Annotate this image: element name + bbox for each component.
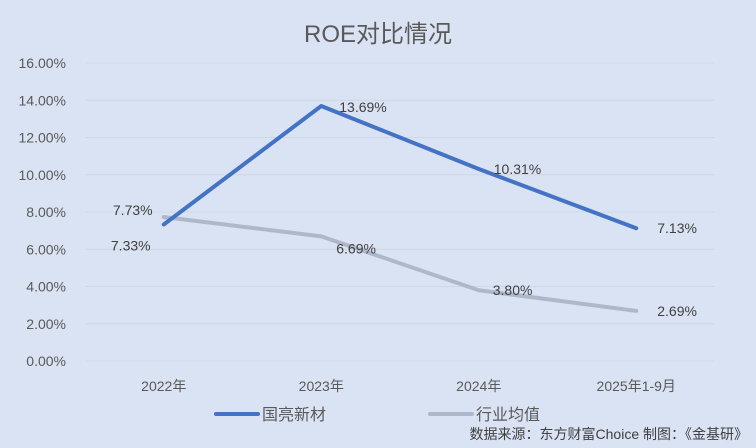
data-label: 7.73% (113, 202, 153, 218)
x-tick-label: 2023年 (299, 378, 344, 394)
data-label: 10.31% (494, 161, 541, 177)
data-label: 13.69% (339, 99, 386, 115)
legend: 国亮新材 行业均值 (214, 406, 540, 424)
y-tick-label: 14.00% (19, 92, 66, 108)
data-label: 7.13% (657, 220, 697, 236)
y-tick-label: 4.00% (26, 279, 66, 295)
data-label: 3.80% (493, 282, 533, 298)
y-axis: 0.00% 2.00% 4.00% 6.00% 8.00% 10.00% 12.00% 14.… (19, 55, 66, 369)
data-label: 7.33% (111, 237, 151, 253)
y-tick-label: 16.00% (19, 55, 66, 71)
series-line (161, 104, 639, 231)
x-axis: 2022年 2023年 2024年 2025年1-9月 (141, 378, 676, 394)
source-note: 数据来源：东方财富Choice 制图：《金基研》 (469, 426, 748, 442)
y-tick-label: 6.00% (26, 241, 66, 257)
y-tick-label: 0.00% (26, 353, 66, 369)
x-tick-label: 2025年1-9月 (597, 378, 676, 394)
y-tick-label: 10.00% (19, 167, 66, 183)
y-tick-label: 12.00% (19, 130, 66, 146)
series-line (161, 215, 639, 313)
x-tick-label: 2024年 (456, 378, 501, 394)
data-label: 6.69% (336, 240, 376, 256)
chart-title: ROE对比情况 (303, 21, 452, 48)
y-tick-label: 8.00% (26, 204, 66, 220)
x-tick-label: 2022年 (141, 378, 186, 394)
y-tick-label: 2.00% (26, 316, 66, 332)
series-lines (161, 104, 639, 313)
legend-label: 行业均值 (476, 406, 540, 424)
data-label: 2.69% (657, 303, 697, 319)
data-labels: 7.33% 13.69% 10.31% 7.13% 7.73% 6.69% 3.80% 2.6… (111, 99, 697, 319)
gridlines (85, 62, 715, 362)
legend-label: 国亮新材 (262, 406, 326, 424)
